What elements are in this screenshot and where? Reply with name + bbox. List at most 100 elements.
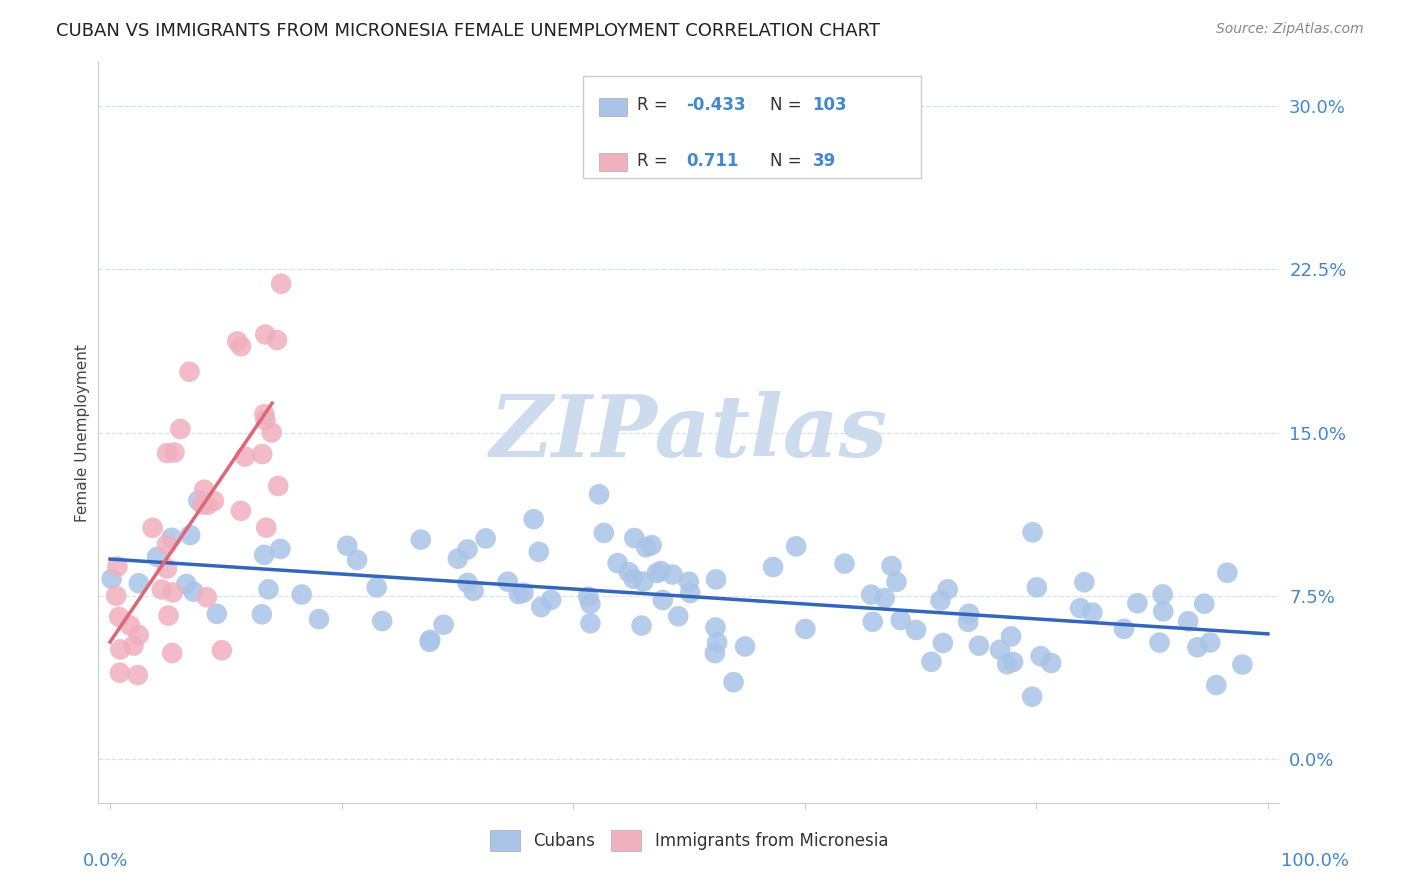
Legend: Cubans, Immigrants from Micronesia: Cubans, Immigrants from Micronesia (482, 823, 896, 857)
Point (636, 541, 658, 555)
Point (419, 635, 441, 649)
Point (678, 574, 700, 589)
Point (1021, 525, 1043, 540)
Point (1021, 690, 1043, 704)
Point (540, 593, 562, 607)
Point (1126, 596, 1149, 610)
Point (1040, 656, 1063, 670)
Point (1152, 587, 1174, 601)
Point (371, 614, 394, 628)
Point (579, 616, 602, 631)
Point (579, 597, 602, 611)
Point (366, 580, 388, 594)
Point (127, 668, 149, 682)
Point (179, 365, 201, 379)
Point (336, 539, 359, 553)
Point (257, 582, 280, 597)
Point (1112, 622, 1135, 636)
Point (785, 540, 807, 554)
Point (1000, 629, 1022, 643)
Point (197, 498, 219, 512)
Point (253, 407, 276, 421)
Point (1205, 678, 1227, 692)
Point (142, 521, 165, 535)
Point (890, 613, 912, 627)
Point (409, 533, 432, 547)
Point (633, 574, 655, 589)
Point (1069, 601, 1091, 615)
Point (107, 559, 129, 574)
Point (252, 447, 274, 461)
Point (523, 512, 546, 526)
Point (160, 646, 183, 660)
Point (679, 586, 702, 600)
Point (419, 632, 441, 647)
Point (794, 622, 817, 636)
Point (576, 590, 599, 604)
Point (967, 639, 990, 653)
Point (920, 655, 942, 669)
Point (226, 334, 249, 349)
Point (512, 585, 534, 599)
Point (957, 615, 980, 629)
Point (995, 657, 1018, 672)
Point (496, 574, 519, 589)
Point (346, 553, 368, 567)
Point (105, 589, 128, 603)
Point (122, 639, 145, 653)
Point (157, 608, 180, 623)
Text: N =: N = (770, 96, 801, 114)
Point (651, 593, 673, 607)
Point (1232, 657, 1254, 672)
Point (1025, 580, 1047, 594)
Point (229, 504, 252, 518)
Point (463, 583, 485, 598)
Point (447, 551, 470, 566)
Point (1216, 566, 1239, 580)
Text: 0.711: 0.711 (686, 152, 738, 169)
Point (191, 497, 214, 511)
Point (1199, 635, 1222, 649)
Point (211, 643, 233, 657)
Point (623, 531, 645, 545)
Point (527, 545, 550, 559)
Point (156, 446, 179, 460)
Point (162, 585, 184, 599)
Point (623, 572, 645, 586)
Point (179, 528, 201, 542)
Point (110, 642, 132, 657)
Point (229, 339, 252, 353)
Text: 39: 39 (813, 152, 837, 169)
Point (108, 610, 131, 624)
Point (706, 635, 728, 649)
Point (267, 479, 290, 493)
Point (187, 493, 209, 508)
Point (661, 567, 683, 582)
Point (530, 600, 553, 615)
Point (1152, 604, 1174, 618)
Point (269, 541, 291, 556)
Point (233, 450, 256, 464)
Point (169, 422, 191, 436)
Point (508, 587, 530, 601)
Point (640, 538, 662, 552)
Point (254, 327, 277, 342)
Point (704, 573, 727, 587)
Point (250, 607, 273, 622)
Point (128, 628, 150, 642)
Text: 0.0%: 0.0% (83, 852, 128, 870)
Point (606, 556, 628, 570)
Point (456, 542, 478, 557)
Point (202, 494, 225, 508)
Point (588, 487, 610, 501)
Point (936, 582, 959, 597)
Point (762, 560, 785, 574)
Point (666, 609, 689, 624)
Point (156, 561, 179, 575)
Point (873, 591, 896, 606)
Point (150, 582, 173, 597)
Text: R =: R = (637, 96, 668, 114)
Point (703, 646, 725, 660)
Point (457, 575, 479, 590)
Text: 100.0%: 100.0% (1281, 852, 1348, 870)
